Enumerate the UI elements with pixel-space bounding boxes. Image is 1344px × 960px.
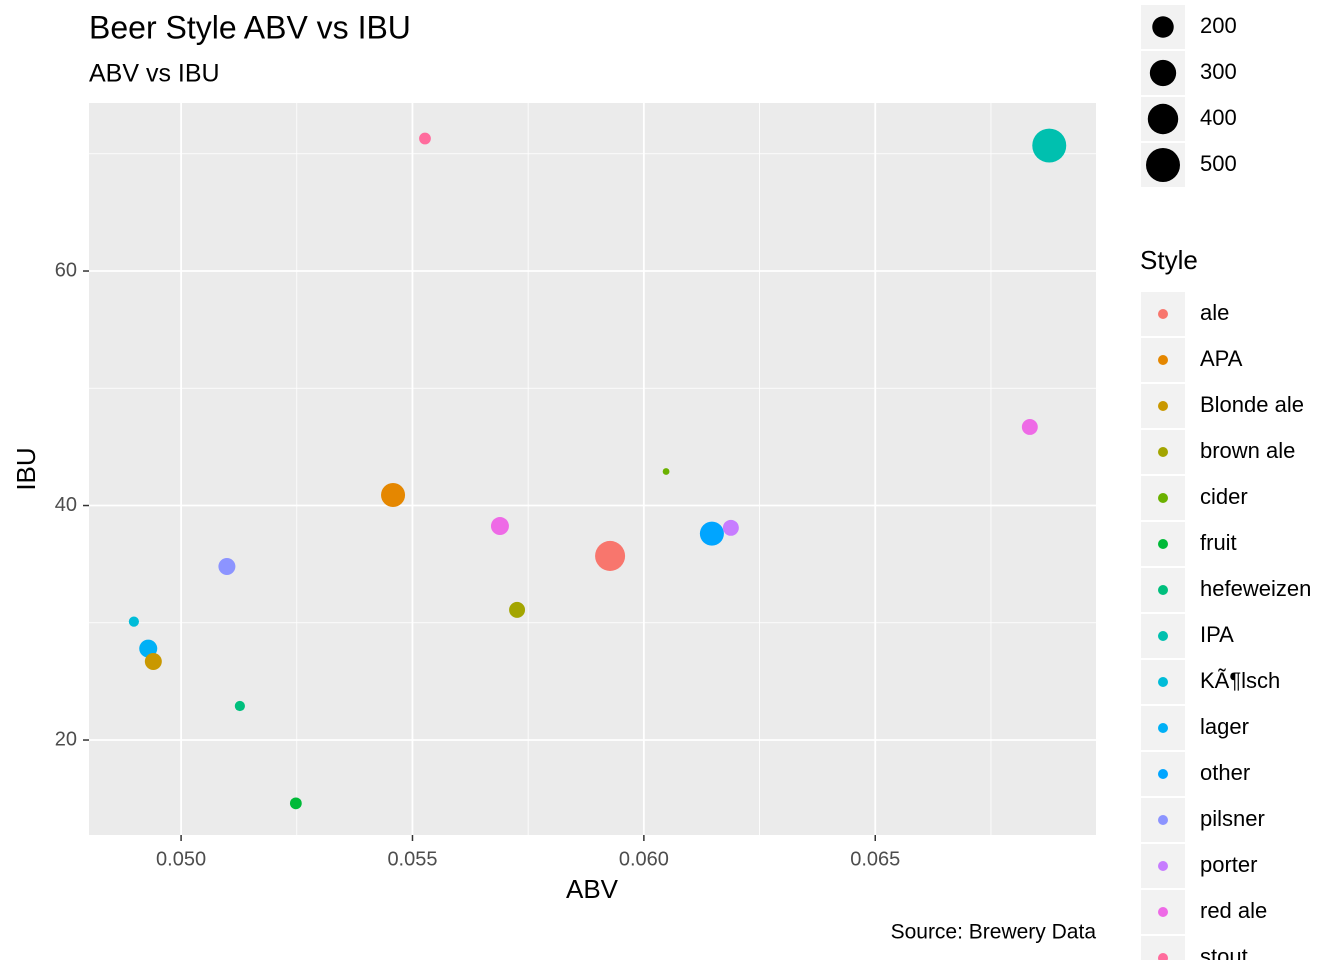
x-tick-label: 0.050 xyxy=(156,848,206,870)
legend-label: 500 xyxy=(1200,151,1237,176)
legend-label: hefeweizen xyxy=(1200,576,1311,601)
legend-size-marker xyxy=(1152,16,1174,38)
chart-title: Beer Style ABV vs IBU xyxy=(89,9,411,45)
point xyxy=(595,540,626,571)
y-axis-title: IBU xyxy=(11,447,41,490)
legend-title: Style xyxy=(1140,245,1198,275)
point xyxy=(419,132,431,145)
legend-label: cider xyxy=(1200,484,1248,509)
legend-marker xyxy=(1158,907,1168,917)
legend-marker xyxy=(1158,815,1168,825)
legend-label: IPA xyxy=(1200,622,1234,647)
caption: Source: Brewery Data xyxy=(891,921,1097,944)
x-tick-label: 0.055 xyxy=(387,848,437,870)
point xyxy=(234,700,245,712)
point xyxy=(1021,418,1038,435)
legend-label: porter xyxy=(1200,852,1257,877)
legend-marker xyxy=(1158,401,1168,411)
point xyxy=(699,521,724,546)
legend-label: APA xyxy=(1200,346,1243,371)
legend-label: ale xyxy=(1200,300,1229,325)
legend-label: lager xyxy=(1200,714,1249,739)
point xyxy=(662,468,670,475)
legend-label: 300 xyxy=(1200,59,1237,84)
legend-marker xyxy=(1158,309,1168,319)
legend-marker xyxy=(1158,677,1168,687)
legend-marker xyxy=(1158,355,1168,365)
x-tick-label: 0.060 xyxy=(619,848,669,870)
legend-marker xyxy=(1158,585,1168,595)
legend-marker xyxy=(1158,723,1168,733)
point xyxy=(1032,128,1067,163)
legend-label: brown ale xyxy=(1200,438,1295,463)
panel xyxy=(89,103,1096,835)
legend-label: fruit xyxy=(1200,530,1237,555)
legend-size-marker xyxy=(1146,148,1180,182)
point xyxy=(490,517,509,536)
point xyxy=(128,616,139,627)
legend-label: 200 xyxy=(1200,13,1237,38)
legend-marker xyxy=(1158,447,1168,457)
point xyxy=(218,557,236,575)
legend-marker xyxy=(1158,493,1168,503)
legend-label: 400 xyxy=(1200,105,1237,130)
point xyxy=(722,519,739,536)
y-tick-label: 60 xyxy=(55,259,77,281)
legend-marker xyxy=(1158,539,1168,549)
legend-label: Blonde ale xyxy=(1200,392,1304,417)
x-axis-title: ABV xyxy=(566,874,619,904)
legend-label: pilsner xyxy=(1200,806,1265,831)
legend-marker xyxy=(1158,953,1168,960)
legend-marker xyxy=(1158,769,1168,779)
legend-label: stout xyxy=(1200,944,1248,960)
legend-marker xyxy=(1158,631,1168,641)
legend-size-marker xyxy=(1147,103,1179,135)
legend-size-marker xyxy=(1149,59,1177,87)
legend-label: red ale xyxy=(1200,898,1267,923)
point xyxy=(381,482,406,507)
legend-label: KÃ¶lsch xyxy=(1200,668,1280,693)
legend-label: other xyxy=(1200,760,1250,785)
y-tick-label: 40 xyxy=(55,494,77,516)
point xyxy=(144,652,162,670)
point xyxy=(289,797,302,810)
x-tick-label: 0.065 xyxy=(850,848,900,870)
chart-subtitle: ABV vs IBU xyxy=(89,60,220,88)
y-tick-label: 20 xyxy=(55,728,77,750)
legend-marker xyxy=(1158,861,1168,871)
point xyxy=(509,601,526,618)
